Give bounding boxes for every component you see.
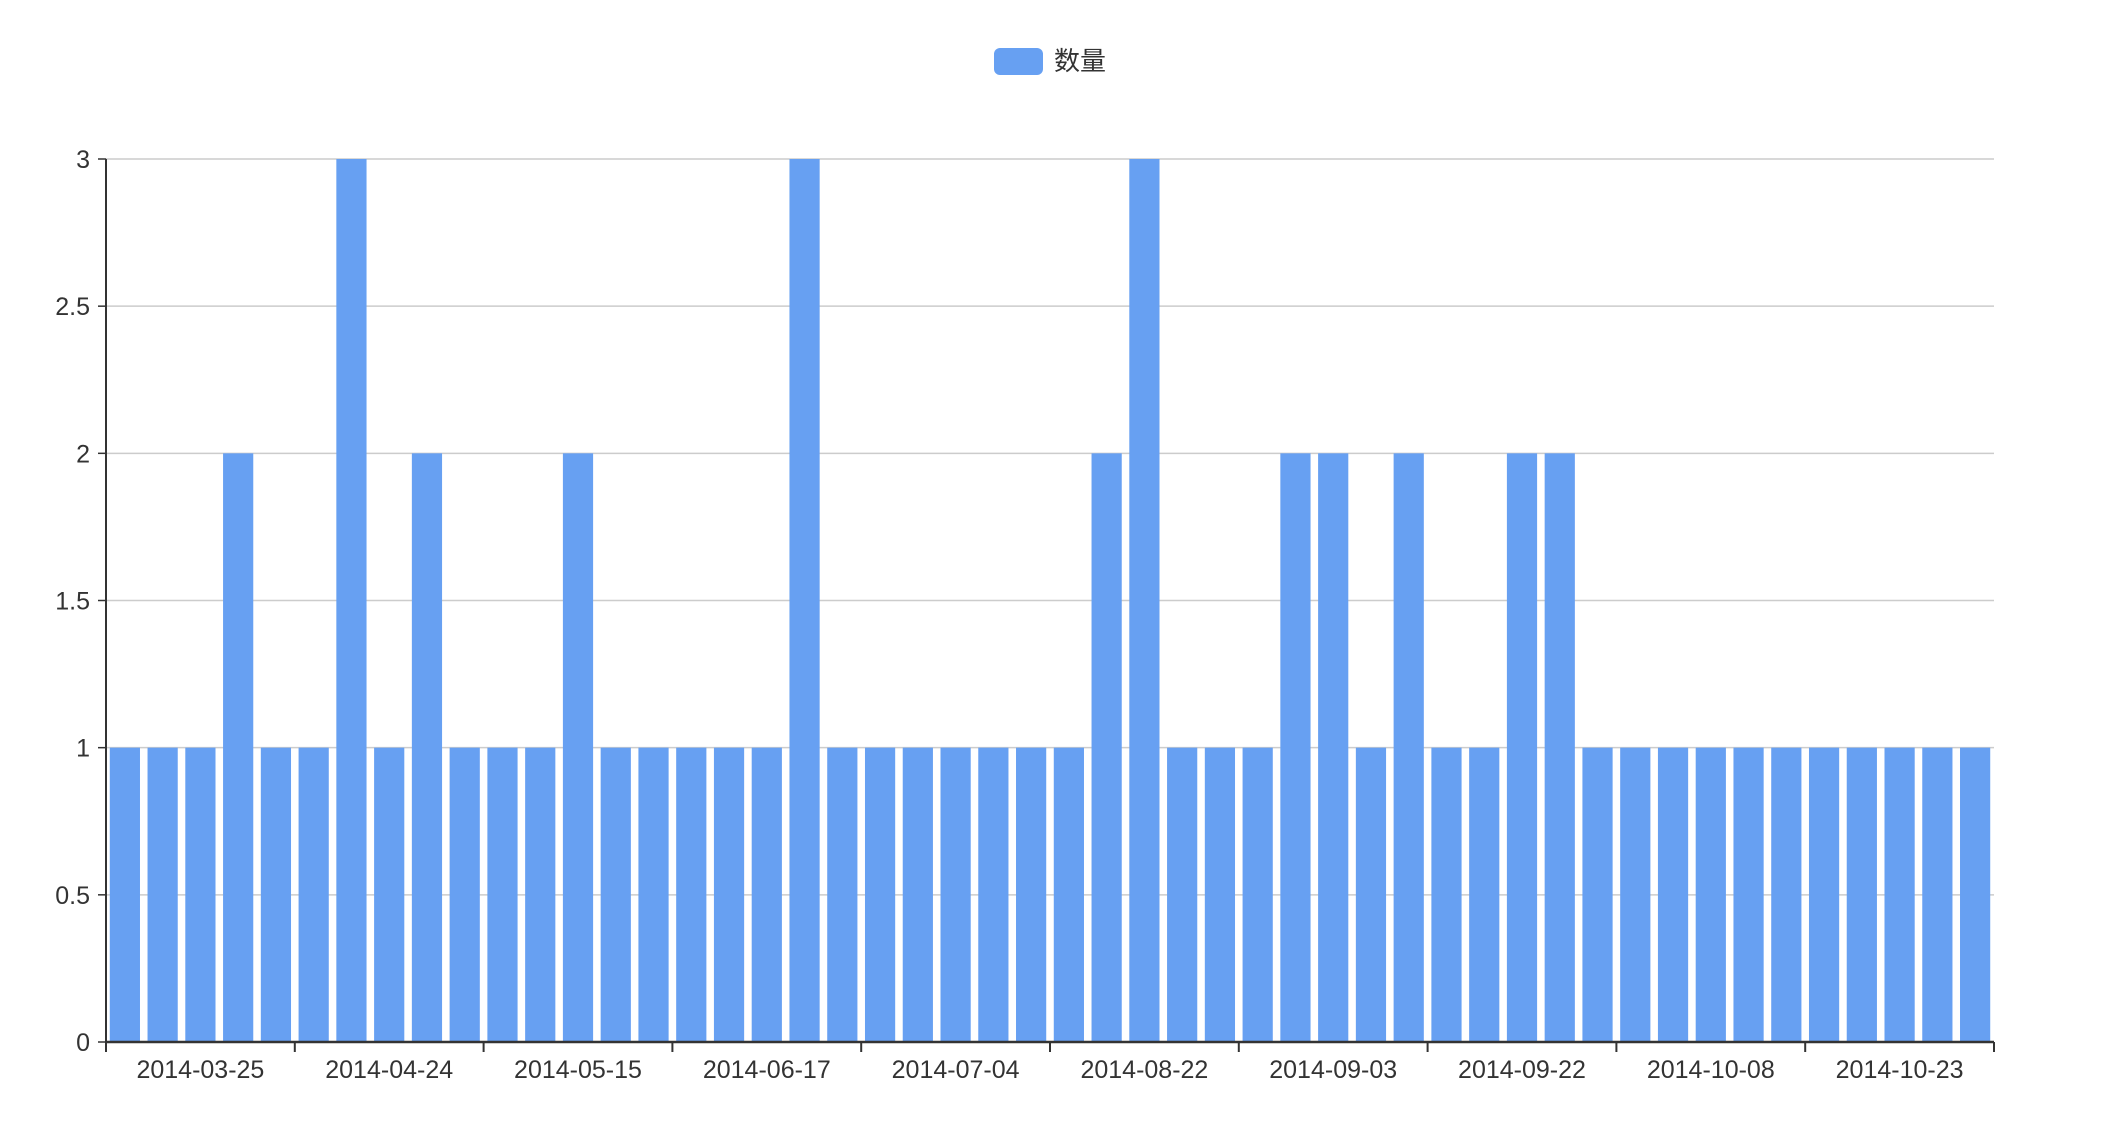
bar[interactable] bbox=[449, 747, 480, 1042]
bar[interactable] bbox=[1846, 747, 1877, 1042]
bar[interactable] bbox=[1620, 747, 1651, 1042]
y-tick-label: 0.5 bbox=[55, 882, 90, 910]
bar[interactable] bbox=[638, 747, 669, 1042]
bar[interactable] bbox=[298, 747, 329, 1042]
bar[interactable] bbox=[1960, 747, 1991, 1042]
y-tick-label: 3 bbox=[76, 146, 90, 174]
bar[interactable] bbox=[864, 747, 896, 1042]
y-tick-label: 0 bbox=[76, 1029, 90, 1057]
x-tick-label: 2014-06-17 bbox=[703, 1056, 831, 1084]
bar[interactable] bbox=[1053, 747, 1084, 1042]
x-tick-label: 2014-10-08 bbox=[1647, 1056, 1775, 1084]
bar[interactable] bbox=[336, 159, 367, 1042]
bar[interactable] bbox=[1582, 747, 1613, 1042]
bar[interactable] bbox=[1431, 747, 1462, 1042]
bar[interactable] bbox=[751, 747, 782, 1042]
bars bbox=[109, 159, 1991, 1042]
bar[interactable] bbox=[827, 747, 858, 1042]
bar[interactable] bbox=[713, 747, 745, 1042]
bar[interactable] bbox=[1242, 747, 1273, 1042]
bar[interactable] bbox=[1129, 159, 1160, 1042]
legend-label: 数量 bbox=[1054, 47, 1106, 77]
bar[interactable] bbox=[487, 747, 518, 1042]
bar[interactable] bbox=[260, 747, 292, 1042]
x-tick-label: 2014-09-03 bbox=[1269, 1056, 1397, 1084]
x-tick-label: 2014-07-04 bbox=[892, 1056, 1020, 1084]
tick-labels: 0 0.5 1 1.5 2 2.5 3 2014-03-25 2014-04-24 2014-05… bbox=[55, 146, 1963, 1084]
y-tick-label: 1.5 bbox=[55, 588, 90, 616]
legend-swatch bbox=[994, 48, 1043, 75]
bar[interactable] bbox=[185, 747, 216, 1042]
bar[interactable] bbox=[940, 747, 971, 1042]
bar[interactable] bbox=[978, 747, 1009, 1042]
bar[interactable] bbox=[1016, 747, 1047, 1042]
x-tick-label: 2014-03-25 bbox=[136, 1056, 264, 1084]
bar[interactable] bbox=[223, 453, 254, 1042]
y-tick-label: 1 bbox=[76, 735, 90, 763]
bar[interactable] bbox=[1922, 747, 1953, 1042]
y-tick-label: 2.5 bbox=[55, 293, 90, 321]
bar[interactable] bbox=[562, 453, 594, 1042]
bar[interactable] bbox=[109, 747, 140, 1042]
bar[interactable] bbox=[1393, 453, 1424, 1042]
bar[interactable] bbox=[1280, 453, 1311, 1042]
x-tick-label: 2014-08-22 bbox=[1080, 1056, 1208, 1084]
bar[interactable] bbox=[525, 747, 556, 1042]
chart-legend[interactable]: 数量 bbox=[994, 47, 1106, 77]
bar[interactable] bbox=[1469, 747, 1500, 1042]
x-tick-label: 2014-05-15 bbox=[514, 1056, 642, 1084]
bar[interactable] bbox=[1355, 747, 1387, 1042]
axes bbox=[105, 159, 1995, 1052]
y-tick-label: 2 bbox=[76, 440, 90, 468]
bar[interactable] bbox=[147, 747, 178, 1042]
bar[interactable] bbox=[374, 747, 405, 1042]
bar[interactable] bbox=[1544, 453, 1575, 1042]
bar[interactable] bbox=[902, 747, 933, 1042]
bar[interactable] bbox=[1695, 747, 1726, 1042]
bar[interactable] bbox=[1167, 747, 1198, 1042]
bar[interactable] bbox=[789, 159, 820, 1042]
x-tick-label: 2014-04-24 bbox=[325, 1056, 453, 1084]
bar[interactable] bbox=[1204, 747, 1236, 1042]
x-tick-label: 2014-09-22 bbox=[1458, 1056, 1586, 1084]
bar[interactable] bbox=[600, 747, 631, 1042]
bar[interactable] bbox=[1318, 453, 1349, 1042]
bar[interactable] bbox=[1771, 747, 1802, 1042]
bar[interactable] bbox=[1657, 747, 1689, 1042]
bar[interactable] bbox=[1884, 747, 1915, 1042]
bar[interactable] bbox=[1808, 747, 1840, 1042]
x-tick-label: 2014-10-23 bbox=[1836, 1056, 1964, 1084]
bar[interactable] bbox=[1733, 747, 1764, 1042]
bar[interactable] bbox=[676, 747, 707, 1042]
bar[interactable] bbox=[1506, 453, 1538, 1042]
bar[interactable] bbox=[1091, 453, 1122, 1042]
bar[interactable] bbox=[411, 453, 443, 1042]
